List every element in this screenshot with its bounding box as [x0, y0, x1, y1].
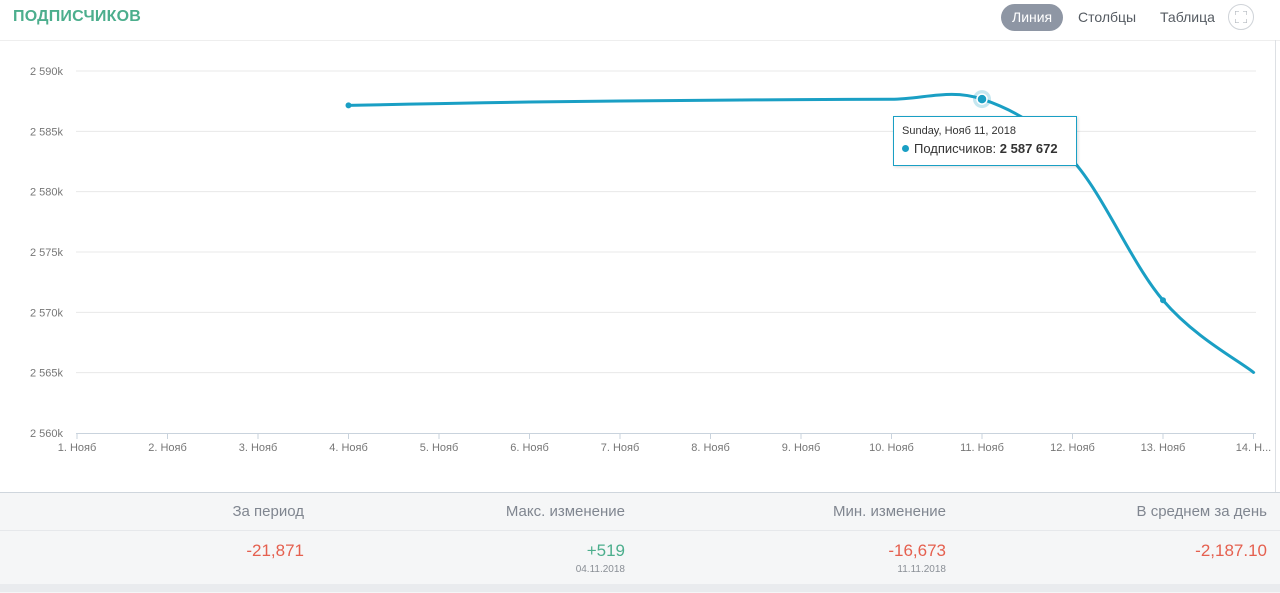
- stats-panel: За период Макс. изменение Мин. изменение…: [0, 492, 1280, 593]
- x-tick-label: 7. Нояб: [601, 442, 640, 454]
- x-tick-label: 12. Нояб: [1050, 442, 1095, 454]
- stat-label-max-change: Макс. изменение: [505, 503, 625, 520]
- x-tick-label: 4. Нояб: [329, 442, 368, 454]
- panel-right-border: [1275, 40, 1276, 492]
- tooltip-value: 2 587 672: [999, 141, 1058, 156]
- stat-value-daily-average: -2,187.10: [1195, 541, 1267, 560]
- y-tick-label: 2 565k: [30, 368, 64, 380]
- stat-label-period: За период: [232, 503, 304, 520]
- data-point: [345, 102, 352, 109]
- data-point: [1160, 297, 1166, 304]
- tooltip-date: Sunday, Нояб 11, 2018: [902, 125, 1016, 137]
- stat-value-max-change: +519: [586, 541, 625, 560]
- hover-point[interactable]: [976, 93, 988, 105]
- tooltip-row: Подписчиков: 2 587 672: [902, 141, 1058, 156]
- chart-title: ПОДПИСЧИКОВ: [13, 8, 141, 25]
- x-tick-label: 11. Нояб: [960, 442, 1004, 454]
- view-toggle-bars[interactable]: Столбцы: [1078, 9, 1137, 25]
- fullscreen-button[interactable]: [1228, 4, 1254, 30]
- y-tick-label: 2 590k: [30, 66, 64, 78]
- x-tick-label: 2. Нояб: [148, 442, 187, 454]
- view-toggle-line[interactable]: Линия: [1001, 4, 1064, 31]
- x-tick-label: 8. Нояб: [691, 442, 730, 454]
- view-toggle-table[interactable]: Таблица: [1160, 9, 1215, 25]
- y-tick-label: 2 585k: [30, 126, 64, 138]
- tooltip-series-label: Подписчиков:: [914, 141, 997, 156]
- x-tick-label: 6. Нояб: [510, 442, 549, 454]
- x-tick-label: 14. Н...: [1236, 442, 1271, 454]
- x-tick-label: 9. Нояб: [782, 442, 821, 454]
- stat-label-daily-average: В среднем за день: [1136, 503, 1267, 520]
- x-tick-label: 5. Нояб: [420, 442, 459, 454]
- stat-label-min-change: Мин. изменение: [832, 503, 946, 520]
- y-tick-label: 2 575k: [30, 247, 64, 259]
- chart-tooltip: Sunday, Нояб 11, 2018 Подписчиков: 2 587…: [893, 116, 1077, 166]
- stats-header-row: За период Макс. изменение Мин. изменение…: [0, 493, 1280, 531]
- x-tick-label: 10. Нояб: [869, 442, 914, 454]
- stat-value-min-change: -16,673: [888, 541, 946, 560]
- expand-icon: [1235, 11, 1247, 23]
- stat-value-period: -21,871: [246, 541, 304, 560]
- y-tick-label: 2 570k: [30, 307, 64, 319]
- x-tick-label: 13. Нояб: [1141, 442, 1186, 454]
- y-tick-label: 2 560k: [30, 428, 64, 440]
- series-line-subscribers: [347, 92, 1255, 374]
- stat-date-max-change: 04.11.2018: [575, 564, 625, 575]
- x-tick-label: 1. Нояб: [58, 442, 97, 454]
- panel-bottom-edge: [0, 584, 1280, 592]
- x-tick-label: 3. Нояб: [239, 442, 278, 454]
- tooltip-series-dot: [902, 145, 909, 152]
- chart-header: ПОДПИСЧИКОВ Линия Столбцы Таблица: [0, 0, 1280, 41]
- stat-date-min-change: 11.11.2018: [897, 564, 946, 575]
- subscribers-line-chart: 2 560k 2 565k 2 570k 2 575k 2 580k 2 585k 2 59…: [30, 66, 1271, 454]
- y-tick-label: 2 580k: [30, 187, 64, 199]
